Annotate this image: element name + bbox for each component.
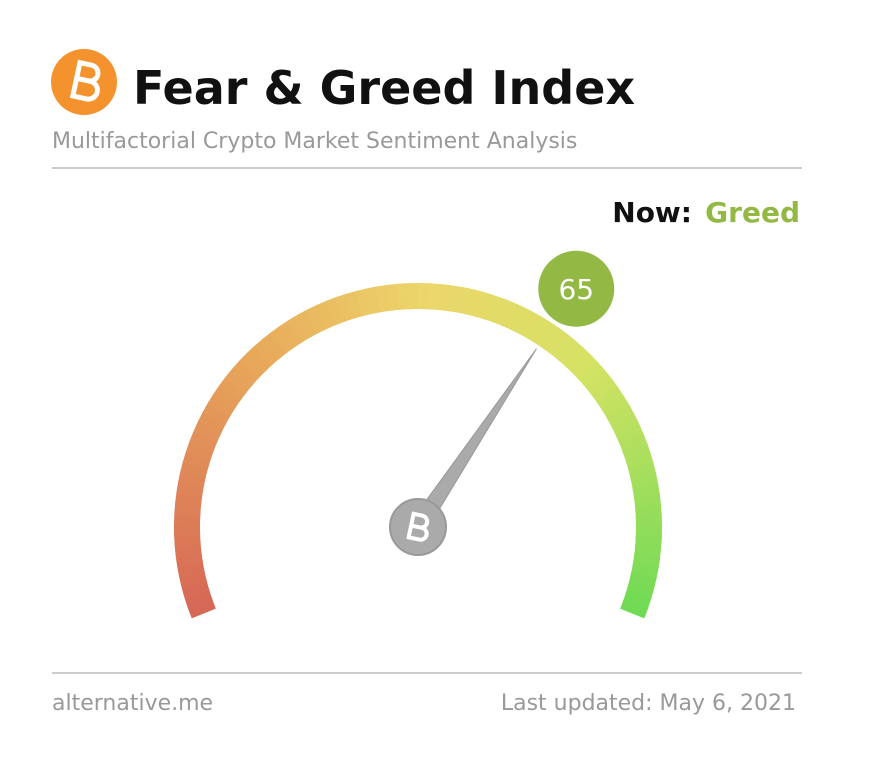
now-label: Now: [612,196,692,229]
arc-segment [305,304,329,334]
arc-segment [185,439,215,461]
arc-segment [596,386,625,412]
arc-segment [202,401,232,426]
arc-segment [501,301,524,331]
arc-segment [557,339,585,368]
hub-icon [406,511,430,542]
arc-segment [606,404,636,428]
arc-segment [635,514,662,529]
arc-segment [218,375,248,402]
last-updated: Last updated: May 6, 2021 [501,691,796,716]
arc-segment [174,522,201,536]
value-badge [538,250,615,327]
arc-segment [174,532,201,547]
arc-segment [622,590,652,612]
source: alternative.me [52,691,213,716]
arc-segment [197,410,227,434]
arc-segment [526,315,552,345]
classification: Greed [705,196,800,229]
arc-segment [186,597,216,619]
arc-segment [518,310,543,340]
arc-segment [225,367,254,394]
value-label: 65 [558,273,594,306]
arc-segment [628,572,657,592]
arc-segment [483,294,505,324]
arc-segment [571,353,600,382]
arc-segment [615,422,645,446]
arc-segment [610,413,640,437]
arc-segment [601,394,631,420]
arc-segment [287,313,312,343]
arc-segment [246,344,274,373]
arc-segment [270,324,296,354]
arc-segment [625,581,655,602]
arc-segment [464,288,484,318]
arc-segment [590,377,620,404]
arc-segment [189,429,219,452]
arc-segment [622,442,652,463]
arc-segment [207,392,237,418]
arc-segment [253,337,281,366]
arc-segment [315,300,338,330]
needle-group: 65 [389,250,615,556]
arc-segment [534,320,561,350]
arc-segment [550,332,577,362]
arc-segment [238,351,267,380]
arc-segment [407,283,422,310]
arc-segment [474,291,495,320]
arc-segment [193,419,223,443]
arc-segment [578,361,607,389]
arc-segment [509,305,534,335]
arc-segment [278,319,304,349]
arc-segment [564,346,593,375]
arc-segment [182,449,212,470]
logo [51,49,117,115]
gauge-arc [174,283,663,619]
arc-segment [231,359,260,387]
arc-segment [542,326,569,356]
chart-subtitle: Multifactorial Crypto Market Sentiment A… [52,129,577,154]
arc-segment [212,383,242,410]
arc-segment [325,296,347,326]
arc-segment [334,293,356,323]
arc-segment [492,297,514,327]
chart-title: Fear & Greed Index [133,61,635,115]
arc-segment [296,308,321,338]
arc-segment [183,588,213,609]
arc-segment [618,432,648,454]
arc-segment [261,331,289,360]
arc-segment [180,459,209,479]
arc-segment [584,369,613,396]
arc-segment [620,599,648,619]
